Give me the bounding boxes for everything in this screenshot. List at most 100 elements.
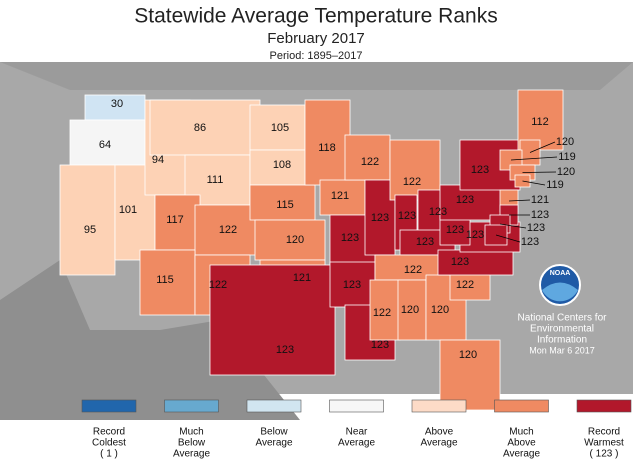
state-rank: 123 <box>451 256 469 268</box>
state <box>319 179 366 216</box>
state-rank: 120 <box>401 304 419 316</box>
state-rank: 121 <box>331 190 349 202</box>
leader-line <box>522 180 546 186</box>
legend-swatch <box>329 399 384 413</box>
legend-swatch <box>81 399 137 413</box>
legend-label: Average <box>420 438 458 449</box>
credit-text: Information <box>537 335 587 346</box>
state <box>439 339 501 411</box>
legend-label: Warmest <box>584 438 624 449</box>
state-rank: 123 <box>341 232 359 244</box>
legend-label: Average <box>338 438 376 449</box>
state <box>249 184 316 221</box>
state-rank: 120 <box>286 234 304 246</box>
state-rank: 123 <box>276 344 294 356</box>
state-rank: 121 <box>293 272 311 284</box>
legend-swatch <box>494 399 549 413</box>
legend-swatch <box>164 399 219 413</box>
legend-label: Average <box>503 449 541 460</box>
state-rank: 120 <box>431 304 449 316</box>
state-rank: 123 <box>343 279 361 291</box>
credit-text: Environmental <box>530 324 594 335</box>
state-rank: 86 <box>194 122 206 134</box>
state-rank: 112 <box>531 116 549 128</box>
state-rank: 108 <box>273 159 291 171</box>
state-rank: 64 <box>99 139 111 151</box>
state <box>209 264 336 376</box>
state <box>249 104 306 151</box>
state-rank: 118 <box>318 142 336 154</box>
state-rank: 119 <box>558 151 576 163</box>
legend-label: Record <box>93 427 125 438</box>
state-rank: 117 <box>166 214 184 226</box>
state <box>194 204 261 256</box>
legend-label: Above <box>507 438 536 449</box>
state-rank: 122 <box>361 156 379 168</box>
state-rank: 105 <box>271 122 289 134</box>
state <box>139 249 196 316</box>
state-rank: 115 <box>156 274 174 286</box>
legend-label: Below <box>260 427 288 438</box>
credit-text: National Centers for <box>518 313 608 324</box>
state-rank: 122 <box>209 279 227 291</box>
legend-label: Much <box>179 427 203 438</box>
legend-label: Below <box>178 438 206 449</box>
state-rank: 123 <box>371 212 389 224</box>
legend-swatch <box>576 399 632 413</box>
state-rank: 111 <box>207 174 224 186</box>
state-rank: 115 <box>276 199 294 211</box>
state-rank: 122 <box>403 176 421 188</box>
legend-label: Near <box>346 427 368 438</box>
legend-swatch <box>411 399 467 413</box>
state-rank: 123 <box>446 224 464 236</box>
state-rank: 122 <box>404 264 422 276</box>
state-rank: 122 <box>456 279 474 291</box>
credit-date: Mon Mar 6 2017 <box>529 345 595 355</box>
legend-label: Above <box>425 427 454 438</box>
state <box>369 279 401 341</box>
legend-label: Average <box>173 449 211 460</box>
state-rank: 95 <box>84 224 96 236</box>
legend-label: Average <box>255 438 293 449</box>
state-rank: 101 <box>119 204 137 216</box>
sea <box>0 260 300 420</box>
state <box>439 184 506 221</box>
state-rank: 123 <box>471 164 489 176</box>
state-rank: 123 <box>521 236 539 248</box>
legend-label: Record <box>588 427 620 438</box>
noaa-logo-wave <box>542 282 578 302</box>
legend-swatch <box>246 399 302 413</box>
state-rank: 121 <box>531 194 549 206</box>
state <box>59 164 116 276</box>
leader-line <box>508 199 531 202</box>
state-rank: 120 <box>556 136 574 148</box>
state <box>397 279 427 341</box>
subtitle: February 2017 <box>267 30 365 47</box>
legend-label: ( 1 ) <box>100 449 118 460</box>
state-rank: 123 <box>456 194 474 206</box>
state-rank: 123 <box>371 339 389 351</box>
state-rank: 123 <box>429 206 447 218</box>
state <box>149 99 261 156</box>
state <box>249 149 311 186</box>
state-rank: 120 <box>557 166 575 178</box>
leader-line <box>522 171 557 173</box>
state-rank: 123 <box>416 236 434 248</box>
state <box>154 194 201 251</box>
state <box>344 134 391 181</box>
state-rank: 122 <box>219 224 237 236</box>
period: Period: 1895–2017 <box>270 50 363 62</box>
state-rank: 119 <box>546 179 564 191</box>
state <box>254 219 326 261</box>
leader-line <box>495 234 521 243</box>
legend-label: ( 123 ) <box>590 449 619 460</box>
legend-label: Much <box>509 427 533 438</box>
leader-line <box>510 156 558 161</box>
leader-line <box>499 223 527 229</box>
state-rank: 122 <box>373 307 391 319</box>
noaa-logo-text: NOAA <box>550 270 571 277</box>
state-rank: 120 <box>459 349 477 361</box>
state-rank: 123 <box>398 210 416 222</box>
legend-label: Coldest <box>92 438 126 449</box>
state-rank: 94 <box>152 154 164 166</box>
